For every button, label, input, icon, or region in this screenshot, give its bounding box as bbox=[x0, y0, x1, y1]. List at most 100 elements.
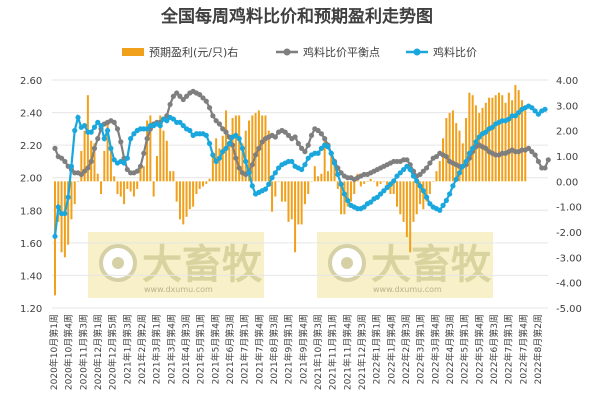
ratio-point bbox=[101, 136, 107, 142]
profit-bar bbox=[379, 181, 382, 184]
profit-bar bbox=[484, 102, 487, 182]
profit-bar bbox=[290, 181, 293, 220]
ratio-point bbox=[318, 145, 324, 151]
ratio-point bbox=[489, 124, 495, 130]
ratio-point bbox=[325, 144, 331, 150]
profit-bar bbox=[346, 181, 349, 207]
profit-bar bbox=[149, 115, 152, 182]
profit-bar bbox=[287, 181, 290, 222]
balance-point bbox=[95, 136, 101, 142]
left-tick-label: 2.60 bbox=[20, 76, 42, 87]
right-tick-label: -1.00 bbox=[556, 203, 582, 214]
ratio-point bbox=[262, 186, 269, 192]
profit-bar bbox=[415, 181, 418, 215]
ratio-point bbox=[400, 166, 407, 173]
ratio-point bbox=[68, 163, 75, 169]
profit-bar bbox=[208, 178, 211, 182]
profit-bar bbox=[511, 100, 514, 182]
ratio-point bbox=[437, 207, 443, 213]
x-tick-label: 2021年3月第1周 bbox=[151, 314, 163, 384]
profit-bar bbox=[343, 181, 346, 215]
ratio-point bbox=[55, 204, 61, 210]
balance-point bbox=[174, 90, 180, 96]
profit-bar bbox=[323, 138, 326, 182]
profit-bar bbox=[83, 130, 86, 182]
balance-point bbox=[525, 145, 532, 151]
balance-point bbox=[180, 96, 186, 103]
profit-bar bbox=[514, 85, 517, 182]
ratio-point bbox=[108, 145, 114, 151]
x-tick-label: 2020年11月第3周 bbox=[77, 314, 89, 390]
ratio-point bbox=[404, 163, 410, 169]
ratio-point bbox=[443, 197, 449, 204]
profit-bar bbox=[80, 150, 83, 182]
ratio-point bbox=[157, 123, 163, 129]
profit-bar bbox=[326, 171, 329, 182]
balance-point bbox=[118, 139, 124, 145]
ratio-point bbox=[331, 160, 338, 166]
left-tick-label: 1.20 bbox=[20, 304, 42, 315]
ratio-point bbox=[345, 197, 351, 204]
x-tick-label: 2022年6月第3周 bbox=[488, 314, 500, 384]
ratio-point bbox=[424, 194, 430, 200]
ratio-point bbox=[210, 152, 216, 158]
profit-bar bbox=[234, 115, 237, 182]
ratio-point bbox=[299, 166, 305, 173]
profit-bar bbox=[297, 181, 300, 225]
profit-bar bbox=[455, 123, 458, 182]
profit-bar bbox=[100, 181, 103, 194]
profit-bar bbox=[93, 143, 96, 182]
ratio-point bbox=[368, 199, 374, 205]
balance-point bbox=[203, 98, 209, 104]
x-tick-label: 2021年2月第2周 bbox=[136, 314, 148, 384]
profit-bar bbox=[333, 161, 336, 182]
profit-bar bbox=[60, 181, 63, 253]
ratio-point bbox=[391, 178, 397, 184]
watermark-logo-dot-icon bbox=[112, 257, 124, 269]
profit-bar bbox=[448, 112, 451, 182]
balance-point bbox=[144, 136, 150, 142]
x-tick-label: 2022年4月第3周 bbox=[444, 314, 456, 384]
balance-point bbox=[259, 139, 265, 145]
ratio-point bbox=[164, 118, 170, 124]
profit-bar bbox=[300, 181, 303, 225]
ratio-point bbox=[341, 191, 347, 197]
balance-point bbox=[532, 152, 538, 158]
ratio-point bbox=[236, 136, 242, 142]
profit-bar bbox=[491, 97, 494, 182]
profit-bar bbox=[520, 100, 523, 182]
balance-point bbox=[111, 119, 117, 125]
profit-bar bbox=[468, 92, 471, 182]
ratio-point bbox=[276, 165, 282, 171]
left-tick-label: 1.80 bbox=[20, 206, 42, 217]
ratio-point bbox=[453, 176, 459, 182]
watermark-url: www.dxumu.com bbox=[373, 285, 442, 294]
profit-bar bbox=[340, 181, 343, 215]
profit-bar bbox=[451, 110, 454, 182]
profit-bar bbox=[146, 120, 149, 182]
profit-bar bbox=[402, 181, 405, 222]
x-tick-label: 2022年1月第1周 bbox=[371, 314, 383, 384]
x-tick-label: 2022年5月第1周 bbox=[459, 314, 471, 384]
balance-point bbox=[299, 145, 305, 151]
ratio-point bbox=[216, 155, 223, 161]
balance-point bbox=[200, 95, 206, 101]
x-tick-label: 2021年5月第1周 bbox=[195, 314, 207, 384]
x-tick-label: 2021年6月第3周 bbox=[224, 314, 236, 384]
ratio-point bbox=[233, 132, 239, 138]
balance-point bbox=[483, 145, 489, 151]
ratio-point bbox=[105, 127, 111, 134]
profit-bar bbox=[152, 181, 155, 197]
x-tick-label: 2022年7月第4周 bbox=[517, 314, 529, 384]
x-tick-label: 2021年9月第1周 bbox=[283, 314, 295, 384]
left-tick-label: 2.00 bbox=[20, 174, 42, 185]
profit-bar bbox=[106, 120, 109, 182]
right-tick-label: 1.00 bbox=[556, 152, 578, 163]
profit-bar bbox=[142, 166, 145, 182]
ratio-point bbox=[95, 119, 101, 125]
profit-bar bbox=[349, 181, 352, 202]
balance-point bbox=[177, 93, 183, 99]
profit-bar bbox=[162, 130, 165, 182]
profit-bar bbox=[277, 181, 280, 182]
balance-point bbox=[272, 134, 278, 140]
